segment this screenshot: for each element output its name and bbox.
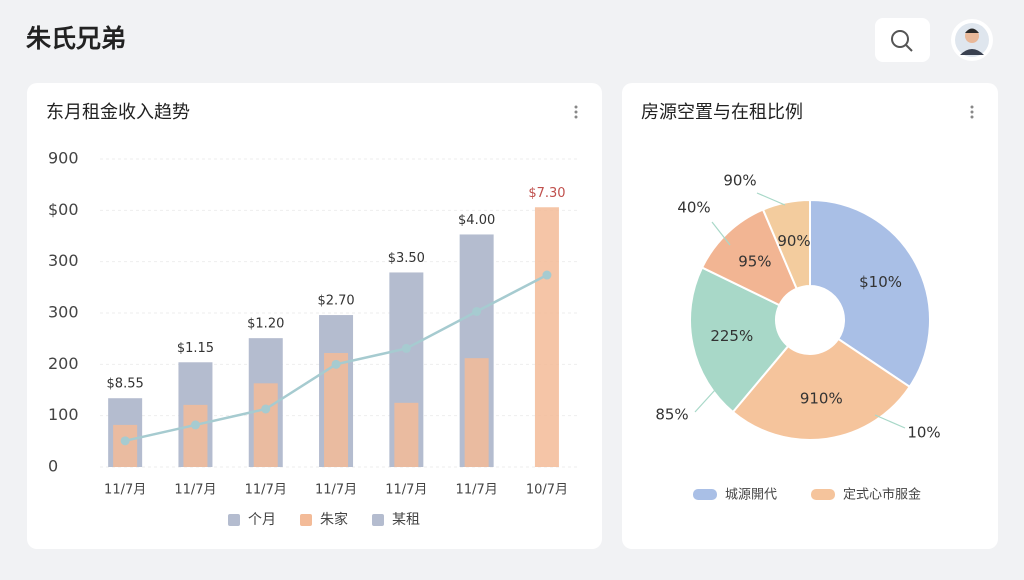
- bar: [534, 207, 559, 467]
- bar-annotation: $1.15: [177, 341, 214, 356]
- y-tick-label: $00: [48, 200, 79, 219]
- search-icon: [891, 30, 909, 48]
- bar-annotation: $1.20: [247, 317, 284, 332]
- bar: [324, 353, 349, 467]
- legend-label: 个月: [248, 512, 276, 528]
- x-tick-label: 11/7月: [104, 483, 146, 498]
- legend-swatch: [372, 514, 384, 526]
- bar-annotation: $7.30: [528, 186, 565, 201]
- app-title: 朱氏兄弟: [26, 24, 126, 53]
- search-icon-handle: [905, 44, 913, 52]
- card-title: 东月租金收入趋势: [46, 102, 190, 123]
- y-tick-label: 0: [48, 457, 58, 476]
- line-point: [190, 420, 200, 430]
- legend-swatch: [693, 489, 717, 500]
- leader-line: [874, 414, 906, 429]
- bar-annotation: $4.00: [458, 213, 495, 228]
- bar-annotation: $8.55: [107, 377, 144, 392]
- bar: [464, 358, 489, 467]
- x-tick-label: 11/7月: [245, 483, 287, 498]
- outer-label: 90%: [723, 172, 756, 190]
- x-tick-label: 11/7月: [385, 483, 427, 498]
- bar: [183, 404, 208, 467]
- leader-line: [694, 389, 716, 413]
- y-tick-label: 300: [48, 251, 79, 270]
- slice-label: 910%: [800, 390, 843, 408]
- legend-swatch: [228, 514, 240, 526]
- legend-label: 定式心市服金: [843, 487, 921, 503]
- pie-slice: [761, 198, 811, 291]
- avatar-body: [960, 49, 984, 55]
- bar-annotation: $2.70: [317, 294, 354, 309]
- line-point: [401, 343, 411, 353]
- menu-icon[interactable]: [970, 105, 974, 119]
- search-button[interactable]: [875, 18, 930, 62]
- outer-label: 40%: [677, 199, 710, 217]
- bar-annotation: $3.50: [388, 251, 425, 266]
- x-tick-label: 10/7月: [526, 483, 568, 498]
- bar: [113, 424, 138, 467]
- x-tick-label: 11/7月: [456, 483, 498, 498]
- bar: [253, 383, 278, 467]
- line-point: [472, 306, 482, 316]
- line-point: [331, 359, 341, 369]
- legend-swatch: [300, 514, 312, 526]
- slice-label: 225%: [710, 327, 753, 345]
- line-point: [542, 270, 552, 280]
- leader-line: [711, 221, 731, 246]
- line-point: [261, 404, 271, 414]
- pie-slice: [731, 337, 912, 441]
- legend-label: 某租: [392, 512, 420, 528]
- bar-card: [27, 83, 602, 549]
- pie-slice: [809, 198, 931, 389]
- x-tick-label: 11/7月: [315, 483, 357, 498]
- bar: [394, 402, 419, 467]
- slice-label: 90%: [777, 232, 810, 250]
- line-point: [120, 436, 130, 446]
- y-tick-label: 900: [48, 149, 79, 168]
- card-title: 房源空置与在租比例: [641, 102, 803, 123]
- slice-label: $10%: [859, 273, 902, 291]
- outer-label: 85%: [655, 406, 688, 424]
- slice-label: 95%: [738, 253, 771, 271]
- avatar-hair: [965, 28, 979, 33]
- y-tick-label: 200: [48, 354, 79, 373]
- menu-icon[interactable]: [574, 105, 578, 119]
- outer-label: 10%: [907, 424, 940, 442]
- x-tick-label: 11/7月: [174, 483, 216, 498]
- pie-card: [622, 83, 998, 549]
- legend-label: 城源開代: [725, 488, 777, 503]
- legend-swatch: [811, 489, 835, 500]
- pie-slice: [689, 266, 790, 414]
- y-tick-label: 300: [48, 303, 79, 322]
- leader-line: [756, 192, 786, 206]
- legend-label: 朱家: [320, 511, 348, 528]
- y-tick-label: 100: [48, 405, 79, 424]
